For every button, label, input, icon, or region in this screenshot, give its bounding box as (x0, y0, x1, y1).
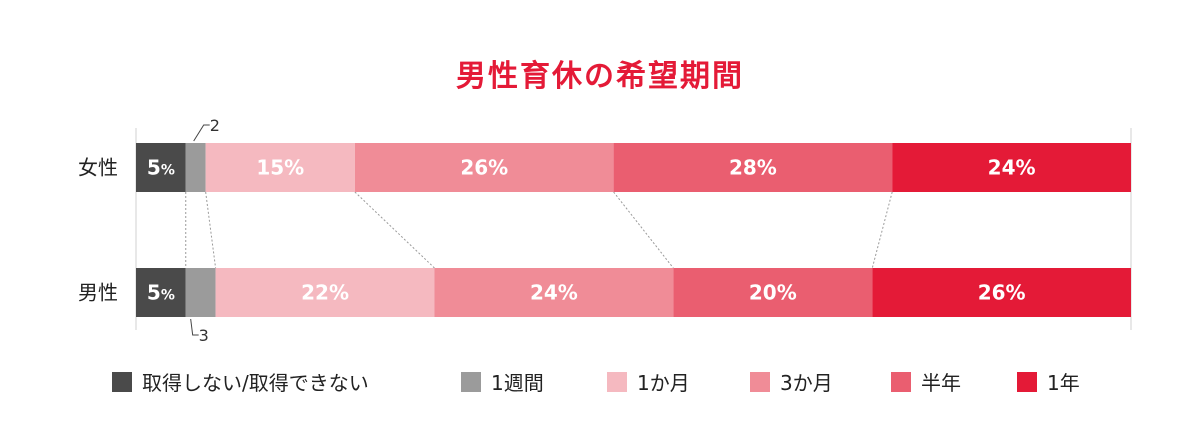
bar-value-label: 24% (530, 281, 578, 305)
bar-value-label: 22% (301, 281, 349, 305)
legend-swatch (461, 372, 481, 392)
bar-segment (434, 268, 674, 317)
legend-label: 取得しない/取得できない (142, 371, 369, 395)
plot-area: 女性 5% 2 15% 26% 28% 24% 男性 5% 3 22% 24% 20% 26% (78, 116, 1132, 345)
legend-label: 1年 (1047, 371, 1080, 395)
legend-item: 1週間 (461, 371, 544, 395)
bar-value-label: 24% (988, 156, 1036, 180)
legend-item: 3か月 (750, 371, 833, 395)
legend-item: 1年 (1017, 371, 1080, 395)
bar-value-label: 26% (460, 156, 508, 180)
bar-segment (136, 143, 186, 192)
legend-swatch (891, 372, 911, 392)
legend-item: 取得しない/取得できない (112, 371, 369, 395)
bar-value-label: 5% (147, 281, 175, 305)
legend-label: 半年 (921, 371, 961, 395)
legend: 取得しない/取得できない 1週間 1か月 3か月 半年 1年 (112, 371, 1080, 395)
bar-value-label: 20% (749, 281, 797, 305)
bar-segment (185, 143, 206, 192)
bar-segment (215, 268, 435, 317)
bar-value-label: 2 (210, 116, 220, 135)
connector-line (871, 191, 893, 269)
bar-segment (136, 268, 186, 317)
legend-label: 1週間 (491, 371, 544, 395)
bar-value-label: 15% (256, 156, 304, 180)
bar-segment (185, 268, 216, 317)
bar-segment (892, 143, 1131, 192)
legend-swatch (607, 372, 627, 392)
bar-value-label: 28% (729, 156, 777, 180)
chart-title: 男性育休の希望期間 (456, 59, 744, 94)
legend-item: 半年 (891, 371, 961, 395)
legend-label: 3か月 (780, 371, 833, 395)
bar-segment (354, 143, 614, 192)
leader-line (190, 318, 199, 336)
legend-swatch (750, 372, 770, 392)
bar-value-label: 5% (147, 156, 175, 180)
leader-line (193, 124, 210, 142)
legend-swatch (1017, 372, 1037, 392)
row-label: 男性 (78, 281, 118, 305)
bar-segment (872, 268, 1131, 317)
bar-value-label: 3 (199, 326, 209, 345)
legend-label: 1か月 (637, 371, 690, 395)
connector-line (354, 191, 435, 269)
legend-swatch (112, 372, 132, 392)
connector-line (613, 191, 674, 269)
bar-segment (205, 143, 355, 192)
bar-value-label: 26% (978, 281, 1026, 305)
connector-line (205, 191, 217, 269)
row-label: 女性 (78, 156, 118, 180)
legend-item: 1か月 (607, 371, 690, 395)
bar-segment (613, 143, 893, 192)
bar-segment (673, 268, 873, 317)
